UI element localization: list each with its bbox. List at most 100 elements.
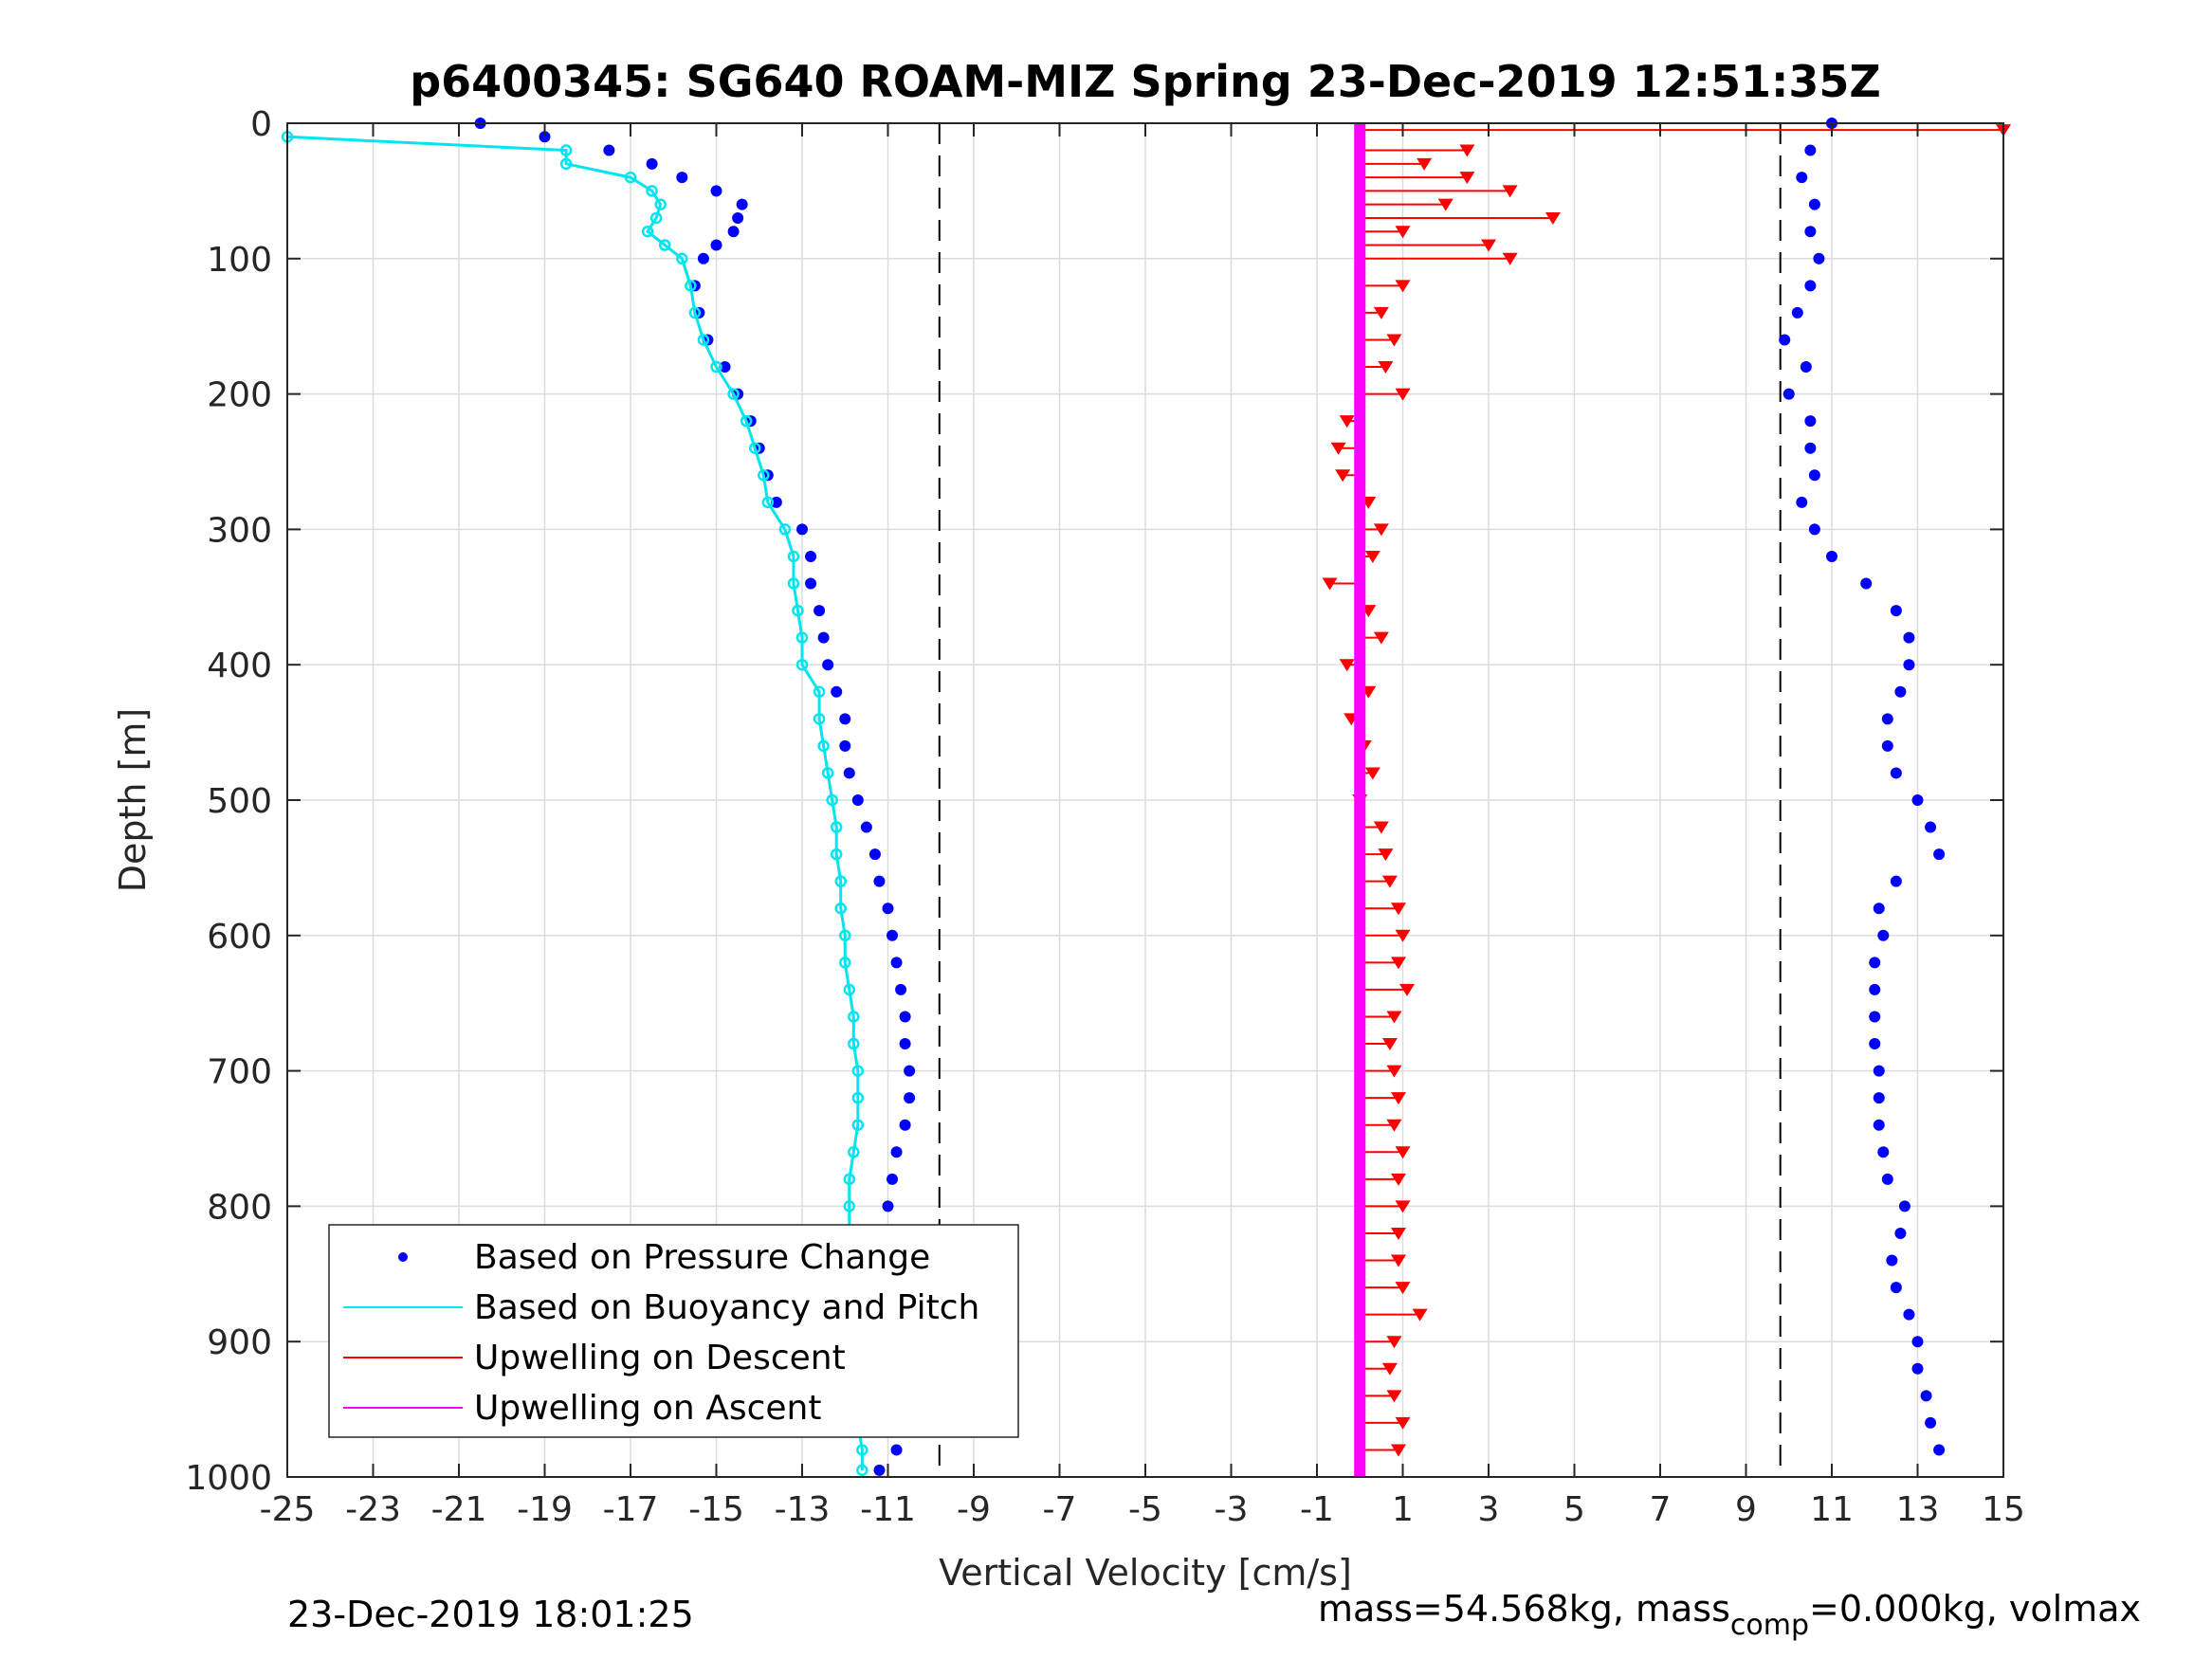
data-point — [1381, 875, 1398, 888]
data-point — [1364, 767, 1380, 780]
x-tick-label: -3 — [1215, 1490, 1249, 1529]
timestamp-annotation: 23-Dec-2019 18:01:25 — [287, 1594, 694, 1635]
data-point — [646, 157, 658, 170]
data-point — [814, 605, 826, 617]
legend-label: Upwelling on Ascent — [474, 1389, 821, 1428]
y-tick-label: 400 — [207, 647, 272, 685]
data-point — [761, 496, 775, 509]
data-point — [843, 1200, 856, 1212]
data-point — [795, 631, 809, 644]
data-point — [1925, 821, 1937, 833]
x-tick-label: -7 — [1043, 1490, 1077, 1529]
data-point — [1417, 157, 1433, 171]
x-tick-label: -17 — [603, 1490, 659, 1529]
mass-annotation-rest: =0.000kg, volmax — [1809, 1588, 2141, 1630]
data-point — [1399, 983, 1416, 996]
data-point — [778, 523, 792, 536]
data-point — [770, 496, 782, 508]
data-point — [1808, 469, 1820, 482]
data-point — [603, 144, 615, 156]
data-point — [1791, 306, 1803, 319]
x-tick-label: 1 — [1392, 1490, 1414, 1529]
data-point — [1395, 1200, 1411, 1213]
data-point — [1386, 1065, 1402, 1078]
data-point — [1933, 1444, 1946, 1456]
data-point — [904, 1092, 916, 1104]
data-point — [559, 157, 573, 171]
data-point — [1330, 442, 1346, 455]
data-point — [1395, 388, 1411, 401]
data-point — [688, 306, 702, 319]
data-point — [839, 957, 851, 969]
data-point — [839, 713, 851, 725]
data-point — [887, 1173, 899, 1185]
data-point — [1877, 929, 1890, 941]
x-tick-label: -9 — [957, 1490, 991, 1529]
data-point — [646, 185, 658, 197]
y-tick-label: 500 — [207, 782, 272, 821]
data-point — [697, 334, 710, 346]
data-point — [873, 1464, 886, 1476]
data-point — [1782, 388, 1795, 400]
data-point — [830, 821, 843, 833]
data-point — [1808, 198, 1820, 210]
data-point — [1378, 361, 1394, 374]
data-point — [649, 211, 663, 225]
data-point — [1800, 361, 1812, 374]
data-point — [1877, 1146, 1890, 1158]
data-point — [817, 739, 830, 753]
data-point — [895, 983, 907, 995]
x-tick-label: -5 — [1128, 1490, 1162, 1529]
data-point — [1386, 334, 1402, 347]
data-point — [1373, 631, 1389, 645]
data-point — [899, 1011, 911, 1023]
data-point — [1339, 659, 1355, 672]
data-point — [1381, 1362, 1398, 1376]
data-point — [697, 252, 709, 264]
data-point — [1459, 172, 1475, 185]
series-4 — [1779, 118, 1946, 1456]
data-point — [834, 875, 847, 887]
data-point — [719, 361, 731, 374]
data-point — [1386, 1011, 1402, 1024]
data-point — [1804, 442, 1817, 454]
data-point — [1925, 1416, 1937, 1429]
x-tick-label: -11 — [860, 1490, 916, 1529]
data-point — [1911, 1336, 1924, 1348]
mass-annotation: mass=54.568kg, masscomp=0.000kg, volmax — [1318, 1588, 2141, 1642]
data-point — [882, 1200, 894, 1212]
x-tick-label: -13 — [775, 1490, 831, 1529]
data-point — [1881, 739, 1893, 752]
data-point — [1779, 334, 1791, 346]
data-point — [676, 252, 688, 265]
legend-box — [328, 1224, 1019, 1438]
x-tick-label: -15 — [688, 1490, 744, 1529]
data-point — [1869, 1038, 1881, 1050]
data-point — [710, 360, 722, 374]
data-point — [539, 131, 551, 143]
data-point — [1390, 957, 1406, 970]
data-point — [1804, 415, 1817, 428]
data-point — [1395, 1146, 1411, 1159]
data-point — [1390, 902, 1406, 916]
data-point — [1395, 1416, 1411, 1430]
data-point — [873, 875, 886, 887]
data-point — [624, 171, 637, 184]
data-point — [805, 550, 817, 562]
series-2 — [1322, 124, 2011, 1457]
x-tick-label: -23 — [345, 1490, 401, 1529]
data-point — [1933, 848, 1946, 861]
data-point — [817, 631, 830, 644]
data-point — [1373, 523, 1389, 537]
data-point — [1386, 1390, 1402, 1403]
data-point — [821, 767, 834, 779]
y-axis-label: Depth [m] — [112, 708, 154, 893]
data-point — [641, 225, 654, 238]
data-point — [1881, 1173, 1893, 1185]
data-point — [856, 1464, 868, 1477]
y-tick-label: 800 — [207, 1188, 272, 1227]
data-point — [1339, 415, 1355, 428]
x-tick-label: -19 — [517, 1490, 573, 1529]
x-axis-label: Vertical Velocity [cm/s] — [939, 1552, 1352, 1594]
data-point — [654, 198, 667, 210]
